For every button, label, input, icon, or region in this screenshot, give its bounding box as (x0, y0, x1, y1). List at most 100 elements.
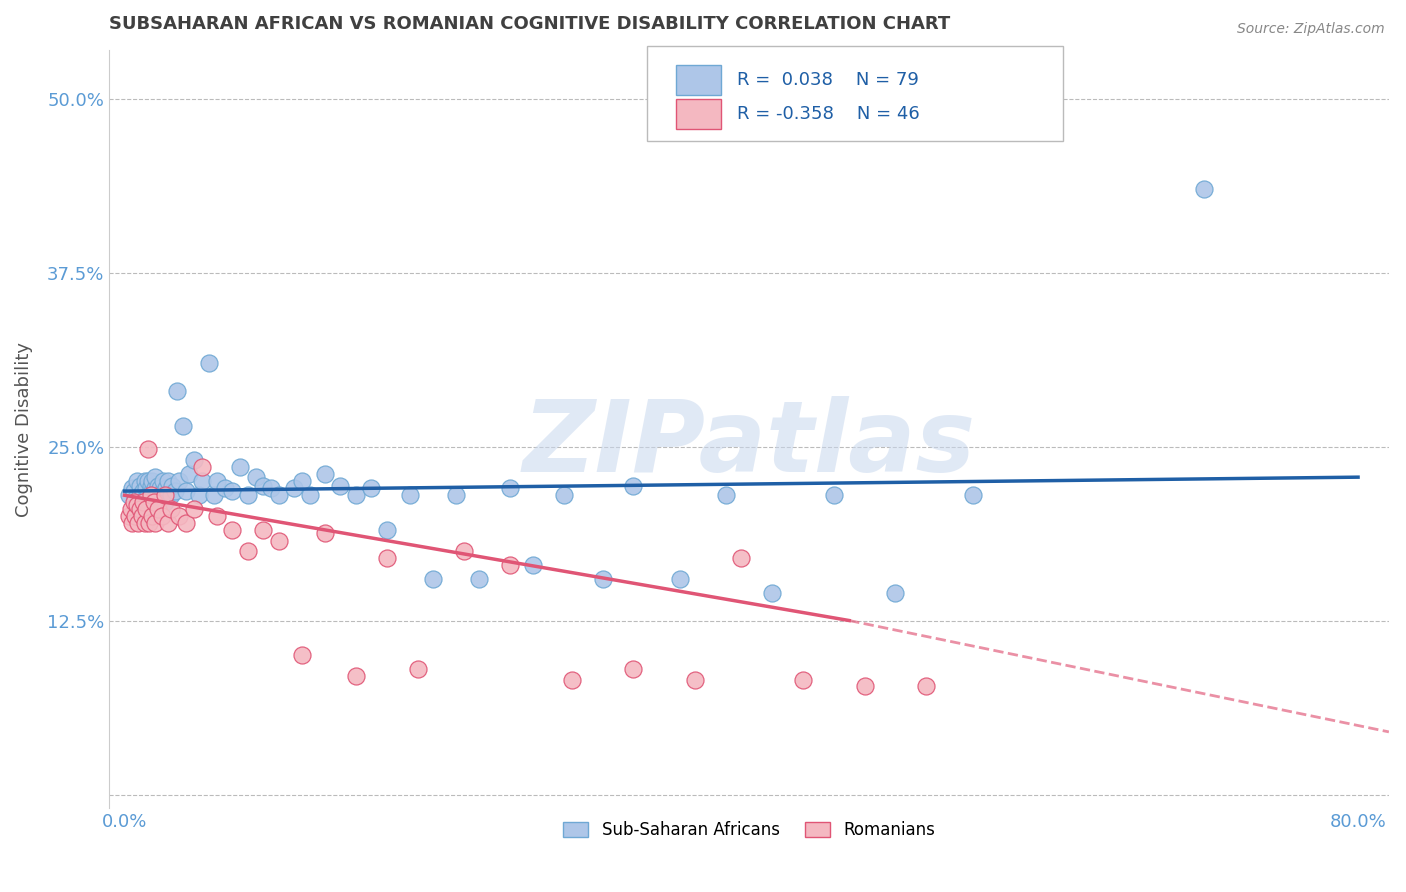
Point (129, 488, 152, 502)
Point (142, 495, 165, 509)
Text: ZIPatlas: ZIPatlas (523, 396, 976, 492)
Point (499, 558, 522, 572)
Point (553, 488, 575, 502)
Point (205, 509, 228, 524)
Point (125, 475, 148, 489)
Point (298, 488, 321, 502)
Point (132, 484, 155, 499)
Point (668, 572, 690, 586)
Point (283, 481, 305, 495)
Point (148, 478, 170, 492)
Point (118, 488, 141, 502)
Point (329, 478, 352, 492)
Point (198, 356, 221, 370)
Point (761, 585, 783, 599)
Point (915, 679, 938, 693)
Point (139, 488, 162, 502)
Point (714, 488, 737, 502)
Point (122, 495, 145, 509)
Point (174, 484, 197, 499)
Point (141, 509, 163, 524)
FancyBboxPatch shape (676, 65, 721, 95)
Point (139, 478, 162, 492)
Point (422, 572, 444, 586)
Point (134, 516, 156, 530)
Point (252, 523, 274, 537)
Point (153, 495, 176, 509)
Point (621, 662, 644, 676)
Point (172, 418, 194, 433)
Point (190, 475, 212, 489)
Point (621, 478, 644, 492)
Text: Source: ZipAtlas.com: Source: ZipAtlas.com (1237, 22, 1385, 37)
Point (127, 516, 149, 530)
Point (153, 488, 176, 502)
Point (522, 558, 544, 572)
Text: SUBSAHARAN AFRICAN VS ROMANIAN COGNITIVE DISABILITY CORRELATION CHART: SUBSAHARAN AFRICAN VS ROMANIAN COGNITIVE… (110, 15, 950, 33)
Point (150, 492, 173, 507)
Point (214, 481, 236, 495)
Point (167, 475, 190, 489)
Point (156, 475, 179, 489)
Point (183, 453, 205, 467)
Point (267, 534, 290, 549)
Point (141, 475, 163, 489)
Point (252, 478, 274, 492)
Point (202, 488, 225, 502)
Point (174, 516, 197, 530)
Point (121, 481, 143, 495)
Point (159, 502, 181, 516)
Point (122, 484, 145, 499)
Point (148, 488, 170, 502)
Point (499, 481, 522, 495)
Point (135, 502, 157, 516)
Point (149, 481, 172, 495)
Point (118, 509, 141, 524)
Point (444, 488, 467, 502)
Point (152, 475, 174, 489)
Point (129, 478, 152, 492)
Point (236, 544, 259, 558)
Point (183, 502, 205, 516)
Point (190, 460, 212, 475)
Point (962, 488, 984, 502)
Point (884, 585, 907, 599)
Point (683, 673, 706, 688)
Point (134, 492, 156, 507)
Point (136, 488, 159, 502)
Point (406, 662, 429, 676)
Point (156, 516, 179, 530)
Y-axis label: Cognitive Disability: Cognitive Disability (15, 342, 32, 516)
Point (375, 550, 398, 565)
Point (267, 488, 290, 502)
Point (162, 478, 184, 492)
Point (314, 467, 336, 482)
Point (124, 492, 146, 507)
Point (730, 550, 752, 565)
Point (141, 484, 163, 499)
Point (155, 481, 177, 495)
Point (131, 509, 153, 524)
Point (136, 442, 159, 457)
Point (245, 470, 267, 484)
Point (152, 484, 174, 499)
Point (453, 544, 475, 558)
Point (121, 516, 143, 530)
Point (179, 467, 201, 482)
Point (592, 572, 614, 586)
Point (148, 502, 170, 516)
Point (120, 502, 142, 516)
Point (291, 475, 314, 489)
Point (236, 488, 259, 502)
Point (165, 484, 187, 499)
FancyBboxPatch shape (676, 99, 721, 129)
Point (127, 495, 149, 509)
Point (132, 495, 155, 509)
Point (229, 460, 252, 475)
Point (124, 509, 146, 524)
Point (344, 488, 367, 502)
Point (146, 488, 169, 502)
Point (221, 484, 243, 499)
Point (344, 669, 367, 683)
Point (260, 481, 283, 495)
